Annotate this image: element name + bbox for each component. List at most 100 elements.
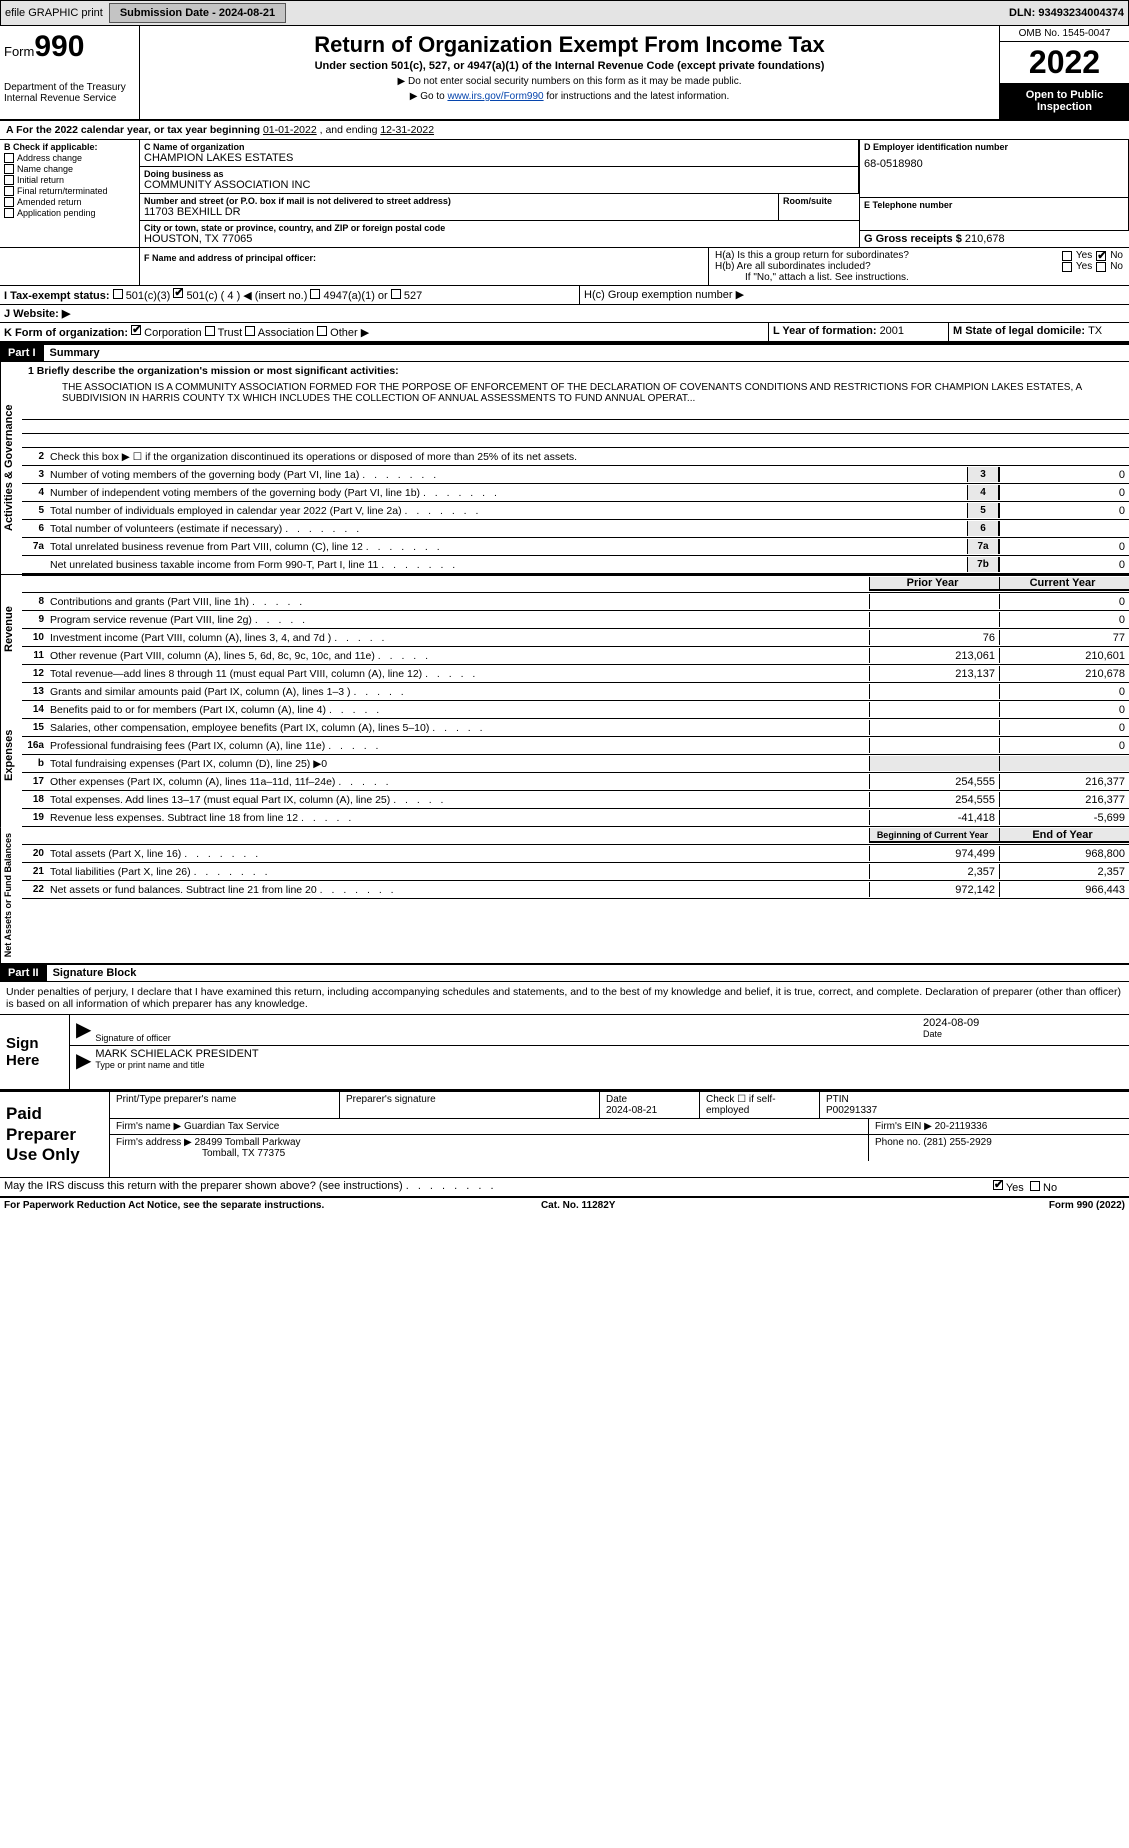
sign-here-lbl: Sign Here bbox=[0, 1015, 70, 1089]
d-lbl: D Employer identification number bbox=[864, 142, 1124, 152]
omb: OMB No. 1545-0047 bbox=[1000, 26, 1129, 42]
prep-name-lbl: Print/Type preparer's name bbox=[116, 1094, 333, 1105]
may-yes: Yes bbox=[1006, 1182, 1024, 1194]
note-2: ▶ Go to www.irs.gov/Form990 for instruct… bbox=[150, 91, 989, 102]
col-end: End of Year bbox=[999, 828, 1129, 843]
j-website: J Website: ▶ bbox=[0, 305, 1129, 322]
officer-name: MARK SCHIELACK PRESIDENT bbox=[95, 1048, 258, 1060]
arrow-icon: ▶ bbox=[76, 1048, 91, 1073]
top-bar: efile GRAPHIC print Submission Date - 20… bbox=[0, 0, 1129, 26]
gov-row: 3Number of voting members of the governi… bbox=[22, 466, 1129, 484]
chk-final[interactable]: Final return/terminated bbox=[4, 186, 135, 196]
arrow-icon: ▶ bbox=[76, 1017, 91, 1043]
sig-declaration: Under penalties of perjury, I declare th… bbox=[0, 982, 1129, 1015]
na-row: 21Total liabilities (Part X, line 26) . … bbox=[22, 863, 1129, 881]
col-prior: Prior Year bbox=[869, 577, 999, 591]
sig-officer-lbl: Signature of officer bbox=[95, 1033, 923, 1043]
ptin: P00291337 bbox=[826, 1105, 877, 1116]
may-no: No bbox=[1043, 1182, 1057, 1194]
col-current: Current Year bbox=[999, 577, 1129, 591]
city-lbl: City or town, state or province, country… bbox=[144, 223, 855, 233]
vlabel-netassets: Net Assets or Fund Balances bbox=[0, 827, 22, 963]
line-2: Check this box ▶ ☐ if the organization d… bbox=[50, 451, 1129, 463]
rev-row: 8Contributions and grants (Part VIII, li… bbox=[22, 593, 1129, 611]
h-b: H(b) Are all subordinates included?Yes N… bbox=[715, 261, 1123, 272]
rev-row: 10Investment income (Part VIII, column (… bbox=[22, 629, 1129, 647]
street: 11703 BEXHILL DR bbox=[144, 206, 774, 218]
part1-title: Summary bbox=[44, 347, 100, 359]
name-title-lbl: Type or print name and title bbox=[95, 1060, 258, 1070]
gov-row: 7aTotal unrelated business revenue from … bbox=[22, 538, 1129, 556]
h-c: H(c) Group exemption number ▶ bbox=[580, 286, 1129, 304]
form-title: Return of Organization Exempt From Incom… bbox=[150, 32, 989, 58]
footer-right: Form 990 (2022) bbox=[1049, 1200, 1125, 1211]
sig-date: 2024-08-09 bbox=[923, 1017, 1123, 1029]
line-a: A For the 2022 calendar year, or tax yea… bbox=[0, 121, 1129, 140]
firm-lbl: Firm's name ▶ bbox=[116, 1121, 184, 1132]
gov-row: Net unrelated business taxable income fr… bbox=[22, 556, 1129, 574]
org-name: CHAMPION LAKES ESTATES bbox=[144, 152, 854, 164]
sig-date-lbl: Date bbox=[923, 1029, 1123, 1039]
rev-row: 9Program service revenue (Part VIII, lin… bbox=[22, 611, 1129, 629]
g-receipts: G Gross receipts $ 210,678 bbox=[860, 231, 1129, 247]
efile-label: efile GRAPHIC print bbox=[5, 7, 103, 19]
firm-ein: 20-2119336 bbox=[935, 1121, 988, 1132]
exp-row: 19Revenue less expenses. Subtract line 1… bbox=[22, 809, 1129, 827]
phone-lbl: Phone no. bbox=[875, 1137, 923, 1148]
f-lbl: F Name and address of principal officer: bbox=[144, 253, 316, 263]
dba: COMMUNITY ASSOCIATION INC bbox=[144, 179, 854, 191]
l-year: L Year of formation: 2001 bbox=[769, 323, 949, 341]
vlabel-activities: Activities & Governance bbox=[0, 362, 22, 574]
exp-row: 16aProfessional fundraising fees (Part I… bbox=[22, 737, 1129, 755]
addr-lbl: Number and street (or P.O. box if mail i… bbox=[144, 196, 774, 206]
prep-date: 2024-08-21 bbox=[606, 1105, 657, 1116]
exp-row: 17Other expenses (Part IX, column (A), l… bbox=[22, 773, 1129, 791]
rev-row: 12Total revenue—add lines 8 through 11 (… bbox=[22, 665, 1129, 683]
city: HOUSTON, TX 77065 bbox=[144, 233, 855, 245]
footer-left: For Paperwork Reduction Act Notice, see … bbox=[4, 1200, 324, 1211]
part2-title: Signature Block bbox=[47, 967, 137, 979]
i-status: I Tax-exempt status: 501(c)(3) 501(c) ( … bbox=[0, 286, 580, 304]
mission-text: THE ASSOCIATION IS A COMMUNITY ASSOCIATI… bbox=[22, 380, 1129, 406]
tax-year: 2022 bbox=[1000, 42, 1129, 83]
dln: DLN: 93493234004374 bbox=[1009, 7, 1124, 19]
form-header: Form990 Department of the Treasury Inter… bbox=[0, 26, 1129, 121]
chk-pending[interactable]: Application pending bbox=[4, 208, 135, 218]
k-form: K Form of organization: Corporation Trus… bbox=[0, 323, 769, 341]
firm-addr2: Tomball, TX 77375 bbox=[116, 1148, 285, 1159]
room-lbl: Room/suite bbox=[783, 196, 855, 206]
exp-row: 14Benefits paid to or for members (Part … bbox=[22, 701, 1129, 719]
prep-date-lbl: Date bbox=[606, 1094, 627, 1105]
section-b: B Check if applicable: Address change Na… bbox=[0, 140, 140, 247]
form-number: Form990 bbox=[4, 30, 135, 64]
chk-name[interactable]: Name change bbox=[4, 164, 135, 174]
firm-name: Guardian Tax Service bbox=[184, 1121, 279, 1132]
gov-row: 4Number of independent voting members of… bbox=[22, 484, 1129, 502]
firm-addr1: 28499 Tomball Parkway bbox=[195, 1137, 301, 1148]
ptin-lbl: PTIN bbox=[826, 1094, 849, 1105]
exp-row: 13Grants and similar amounts paid (Part … bbox=[22, 683, 1129, 701]
na-row: 20Total assets (Part X, line 16) . . . .… bbox=[22, 845, 1129, 863]
col-begin: Beginning of Current Year bbox=[869, 828, 999, 843]
e-lbl: E Telephone number bbox=[864, 200, 1124, 210]
firm-ein-lbl: Firm's EIN ▶ bbox=[875, 1121, 935, 1132]
na-row: 22Net assets or fund balances. Subtract … bbox=[22, 881, 1129, 899]
gov-row: 6Total number of volunteers (estimate if… bbox=[22, 520, 1129, 538]
may-discuss: May the IRS discuss this return with the… bbox=[0, 1178, 989, 1196]
part1-tag: Part I bbox=[0, 345, 44, 361]
chk-amended[interactable]: Amended return bbox=[4, 197, 135, 207]
note-1: ▶ Do not enter social security numbers o… bbox=[150, 76, 989, 87]
c-name-lbl: C Name of organization bbox=[144, 142, 854, 152]
chk-initial[interactable]: Initial return bbox=[4, 175, 135, 185]
ein: 68-0518980 bbox=[864, 158, 1124, 170]
h-a: H(a) Is this a group return for subordin… bbox=[715, 250, 1123, 261]
irs-link[interactable]: www.irs.gov/Form990 bbox=[447, 91, 543, 102]
vlabel-revenue: Revenue bbox=[0, 575, 22, 683]
firm-addr-lbl: Firm's address ▶ bbox=[116, 1137, 195, 1148]
subdate-button[interactable]: Submission Date - 2024-08-21 bbox=[109, 3, 286, 23]
line-1-lbl: 1 Briefly describe the organization's mi… bbox=[22, 362, 1129, 380]
rev-row: 11Other revenue (Part VIII, column (A), … bbox=[22, 647, 1129, 665]
chk-address[interactable]: Address change bbox=[4, 153, 135, 163]
vlabel-expenses: Expenses bbox=[0, 683, 22, 827]
department: Department of the Treasury Internal Reve… bbox=[4, 82, 135, 104]
